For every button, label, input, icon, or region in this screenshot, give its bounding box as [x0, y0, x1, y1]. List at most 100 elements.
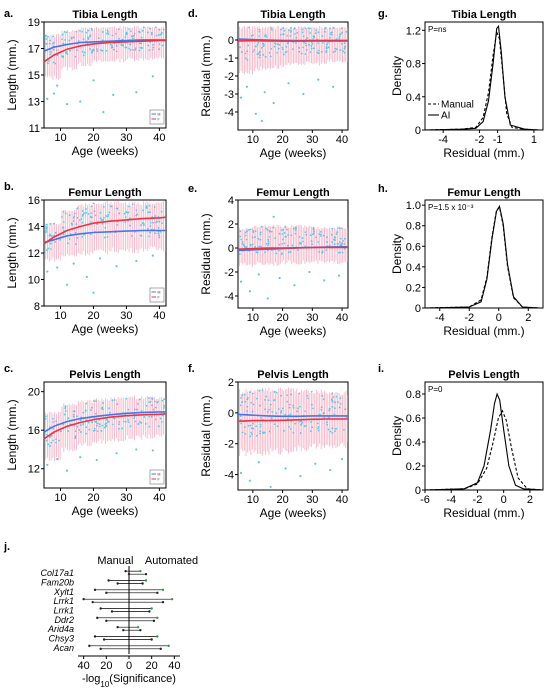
interval-end: [170, 597, 174, 601]
interval-end: [156, 616, 159, 620]
data-point: [138, 42, 141, 45]
data-point: [297, 407, 299, 410]
data-point: [254, 45, 257, 48]
x-tick-label: -4: [446, 494, 456, 506]
data-point: [85, 426, 88, 429]
data-point: [49, 445, 52, 447]
data-point: [98, 37, 100, 40]
data-point: [158, 234, 161, 237]
data-point: [343, 428, 345, 431]
data-point: [91, 28, 93, 31]
interval-end: [96, 616, 99, 620]
data-point: [141, 222, 144, 224]
data-point: [335, 233, 338, 235]
data-point: [289, 427, 292, 430]
data-point: [132, 37, 134, 40]
data-point: [244, 231, 247, 234]
data-point: [322, 398, 325, 401]
outlier-point: [56, 266, 59, 269]
data-point: [74, 55, 77, 58]
data-point: [129, 224, 131, 227]
data-point: [52, 42, 54, 45]
outlier-point: [263, 91, 266, 94]
data-point: [270, 417, 273, 420]
data-point: [82, 54, 85, 57]
data-point: [264, 251, 267, 254]
data-point: [265, 242, 268, 245]
data-point: [239, 235, 242, 238]
data-point: [334, 401, 337, 404]
data-point: [332, 51, 335, 54]
data-point: [260, 416, 262, 419]
data-point: [100, 49, 102, 52]
data-point: [338, 241, 341, 243]
data-point: [249, 243, 252, 246]
data-point: [288, 406, 291, 409]
series-line-red: [237, 246, 348, 250]
data-point: [151, 404, 153, 407]
data-point: [160, 210, 163, 213]
outlier-point: [102, 111, 105, 114]
data-point: [117, 37, 120, 40]
data-point: [79, 424, 82, 427]
data-point: [149, 400, 152, 403]
data-point: [61, 38, 63, 41]
data-point: [244, 433, 247, 435]
data-point: [77, 40, 80, 42]
data-point: [317, 42, 320, 44]
data-point: [259, 238, 262, 241]
data-point: [156, 401, 159, 404]
data-point: [312, 35, 315, 38]
data-point: [46, 433, 48, 436]
data-point: [250, 431, 252, 434]
data-point: [140, 36, 143, 39]
density-line-manual: [424, 409, 544, 491]
data-point: [311, 426, 314, 429]
data-point: [54, 231, 57, 234]
data-point: [52, 427, 55, 430]
data-point: [292, 48, 294, 51]
data-point: [339, 33, 341, 36]
data-point: [106, 215, 109, 218]
chart-title: Pelvis Length: [257, 369, 329, 381]
data-point: [148, 401, 151, 404]
data-point: [337, 243, 340, 245]
data-point: [107, 420, 110, 423]
data-point: [146, 227, 149, 230]
data-point: [258, 35, 260, 37]
data-point: [70, 36, 73, 39]
interval-end: [159, 647, 162, 651]
data-point: [284, 226, 287, 229]
data-point: [96, 48, 98, 51]
data-point: [246, 50, 249, 53]
y-tick-label: 0: [228, 243, 234, 255]
spread-bars: [239, 387, 348, 457]
data-point: [251, 34, 254, 37]
data-point: [344, 45, 347, 48]
spread-bars: [239, 25, 348, 75]
data-point: [268, 230, 271, 232]
data-point: [75, 223, 78, 225]
data-point: [143, 416, 146, 418]
outlier-point: [332, 85, 335, 88]
data-point: [332, 396, 335, 399]
x-tick-label: 20: [100, 660, 112, 672]
data-point: [320, 233, 322, 236]
data-point: [309, 27, 311, 30]
data-point: [317, 426, 320, 428]
data-point: [296, 31, 299, 34]
panel-f: f. Pelvis Length 10 20 30 40 -4 -2 0 2 Age (weeks)…: [188, 363, 349, 520]
interval-end: [139, 628, 142, 632]
data-point: [307, 397, 309, 400]
data-point: [262, 54, 265, 56]
data-point: [309, 430, 312, 433]
data-point: [285, 50, 288, 53]
data-point: [79, 431, 82, 433]
data-point: [333, 236, 336, 239]
data-point: [76, 207, 79, 209]
data-point: [87, 29, 90, 32]
data-point: [267, 399, 270, 402]
data-point: [269, 55, 272, 58]
interval-end: [156, 591, 159, 595]
